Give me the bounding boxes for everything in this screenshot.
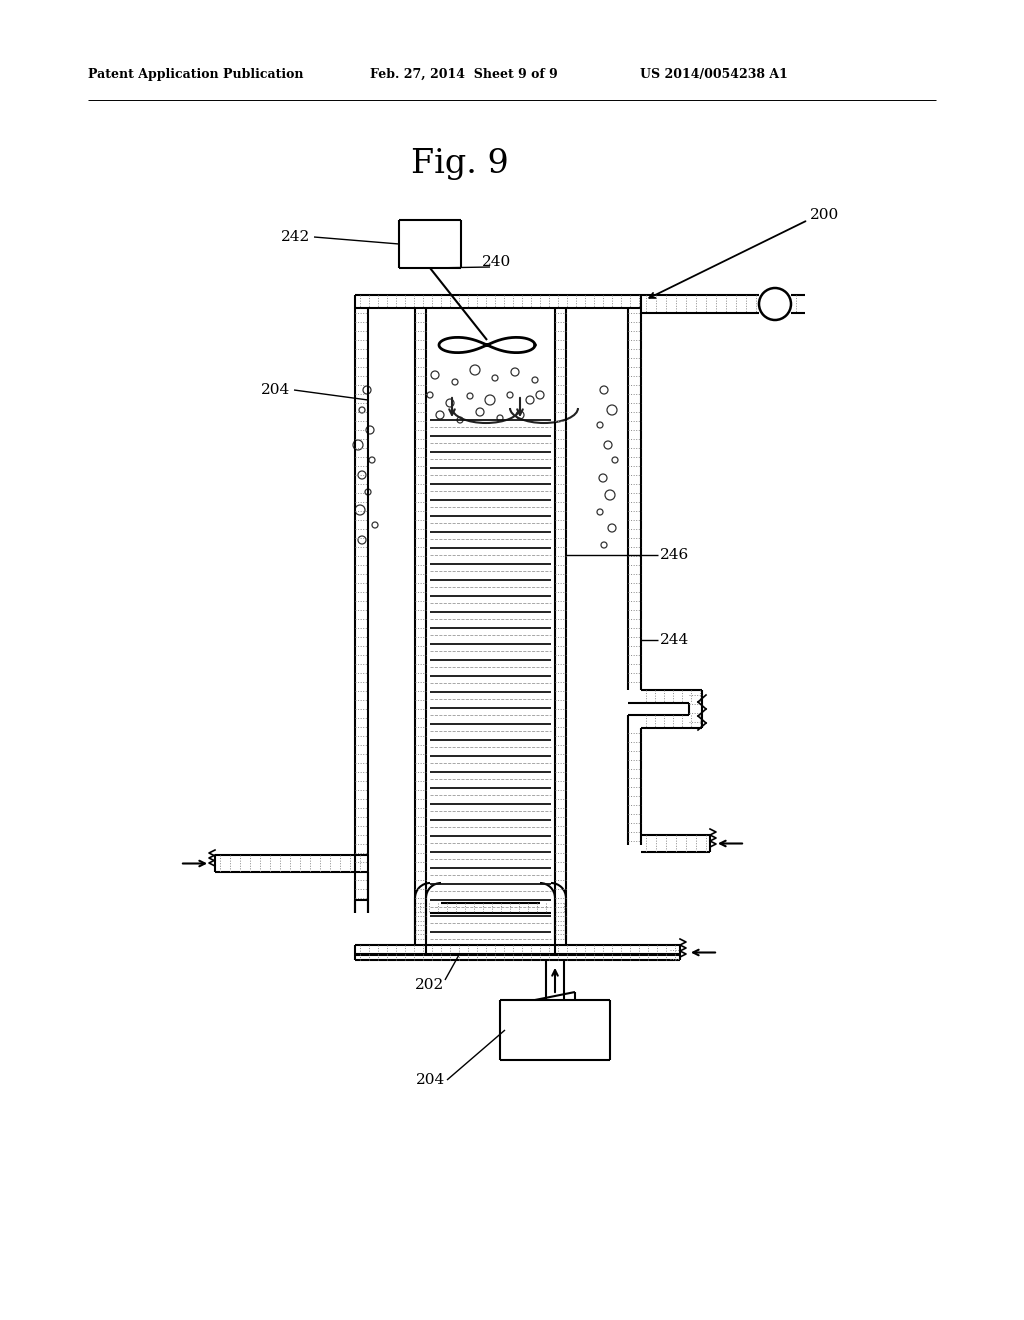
Text: 240: 240 [482, 255, 511, 269]
Text: US 2014/0054238 A1: US 2014/0054238 A1 [640, 69, 787, 81]
Text: 200: 200 [810, 209, 840, 222]
Text: Feb. 27, 2014  Sheet 9 of 9: Feb. 27, 2014 Sheet 9 of 9 [370, 69, 558, 81]
Text: Fig. 9: Fig. 9 [411, 148, 509, 180]
Text: 244: 244 [660, 634, 689, 647]
Text: 242: 242 [281, 230, 310, 244]
Text: 202: 202 [416, 978, 444, 993]
Text: 204: 204 [261, 383, 290, 397]
Text: 204: 204 [416, 1073, 445, 1086]
Text: 246: 246 [660, 548, 689, 562]
Text: Patent Application Publication: Patent Application Publication [88, 69, 303, 81]
